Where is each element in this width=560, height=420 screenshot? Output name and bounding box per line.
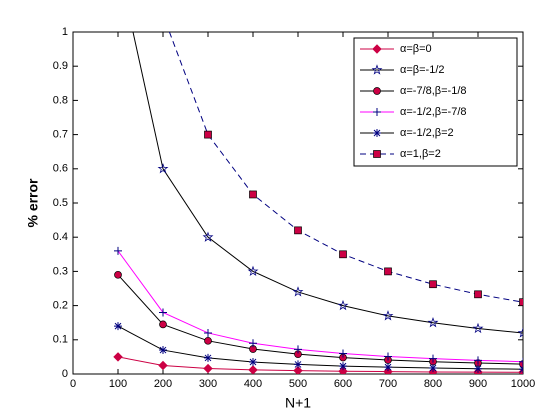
marker <box>339 362 347 371</box>
marker <box>204 130 212 139</box>
marker <box>519 365 523 374</box>
marker <box>373 129 381 137</box>
y-tick-label: 0 <box>62 368 68 380</box>
marker <box>519 357 523 366</box>
legend-label: α=β=-1/2 <box>400 64 445 76</box>
y-tick-label: 0.5 <box>53 197 68 209</box>
series-line <box>132 32 523 334</box>
marker <box>158 360 168 371</box>
legend-label: α=-1/2,β=2 <box>400 127 454 139</box>
marker <box>427 316 439 328</box>
y-tick-label: 0.6 <box>53 163 68 175</box>
legend-label: α=β=0 <box>400 43 432 55</box>
y-tick-label: 0.7 <box>53 129 68 141</box>
legend-box <box>353 37 518 167</box>
x-tick-label: 800 <box>424 378 442 390</box>
legend-label: α=1,β=2 <box>400 148 441 160</box>
y-tick-label: 0.2 <box>53 300 68 312</box>
x-tick-label: 400 <box>244 378 262 390</box>
x-tick-label: 900 <box>469 378 487 390</box>
marker <box>372 44 382 54</box>
marker <box>114 322 122 331</box>
marker <box>294 226 302 235</box>
marker <box>384 352 392 361</box>
marker <box>339 349 347 358</box>
marker <box>114 270 122 279</box>
marker <box>159 308 167 317</box>
marker <box>338 366 348 374</box>
y-tick-label: 1 <box>62 26 68 38</box>
marker <box>202 231 214 242</box>
marker <box>519 360 523 368</box>
marker <box>160 11 167 18</box>
x-tick-label: 600 <box>334 378 352 390</box>
marker <box>294 345 302 354</box>
x-tick-label: 100 <box>109 378 127 390</box>
marker <box>204 353 212 362</box>
marker <box>249 339 257 348</box>
x-tick-label: 300 <box>199 378 217 390</box>
marker <box>339 250 347 259</box>
y-tick-label: 0.4 <box>53 231 68 243</box>
marker <box>204 336 212 345</box>
marker <box>247 265 259 277</box>
marker <box>474 364 482 373</box>
marker <box>203 363 213 374</box>
y-tick-label: 0.8 <box>53 94 68 106</box>
marker <box>517 327 523 338</box>
marker <box>373 87 381 95</box>
marker <box>114 246 122 255</box>
marker <box>159 320 167 329</box>
marker <box>337 299 349 311</box>
marker <box>204 328 212 337</box>
marker <box>248 365 258 374</box>
series-line <box>117 356 523 373</box>
x-tick-label: 1000 <box>511 378 535 390</box>
series-line <box>117 274 523 365</box>
marker <box>472 322 484 334</box>
y-tick-label: 0.9 <box>53 60 68 72</box>
y-tick-label: 0.1 <box>53 334 68 346</box>
marker <box>474 356 482 365</box>
y-tick-label: 0.3 <box>53 265 68 277</box>
series-line <box>168 32 523 303</box>
marker <box>159 346 167 355</box>
series-line <box>117 325 523 370</box>
marker <box>429 280 437 289</box>
x-tick-label: 500 <box>289 378 307 390</box>
x-tick-label: 700 <box>379 378 397 390</box>
marker <box>113 352 123 362</box>
marker <box>294 360 302 369</box>
series-line <box>117 250 523 363</box>
x-axis-label: N+1 <box>285 395 311 411</box>
y-axis-label: % error <box>25 178 41 228</box>
marker <box>384 363 392 372</box>
marker <box>382 310 394 321</box>
marker <box>249 190 257 199</box>
plot-content <box>113 11 523 374</box>
marker <box>292 286 304 297</box>
marker <box>157 163 169 174</box>
marker <box>429 364 437 373</box>
x-tick-label: 0 <box>70 378 76 390</box>
marker <box>519 298 523 307</box>
marker <box>371 64 383 75</box>
legend-label: α=-1/2,β=-7/8 <box>400 106 467 118</box>
marker <box>384 267 392 276</box>
marker <box>293 365 303 374</box>
x-tick-label: 200 <box>154 378 172 390</box>
legend-label: α=-7/8,β=-1/8 <box>400 85 467 97</box>
marker <box>373 108 381 116</box>
marker <box>474 290 482 299</box>
marker <box>373 150 381 158</box>
marker <box>249 358 257 367</box>
marker <box>429 354 437 363</box>
